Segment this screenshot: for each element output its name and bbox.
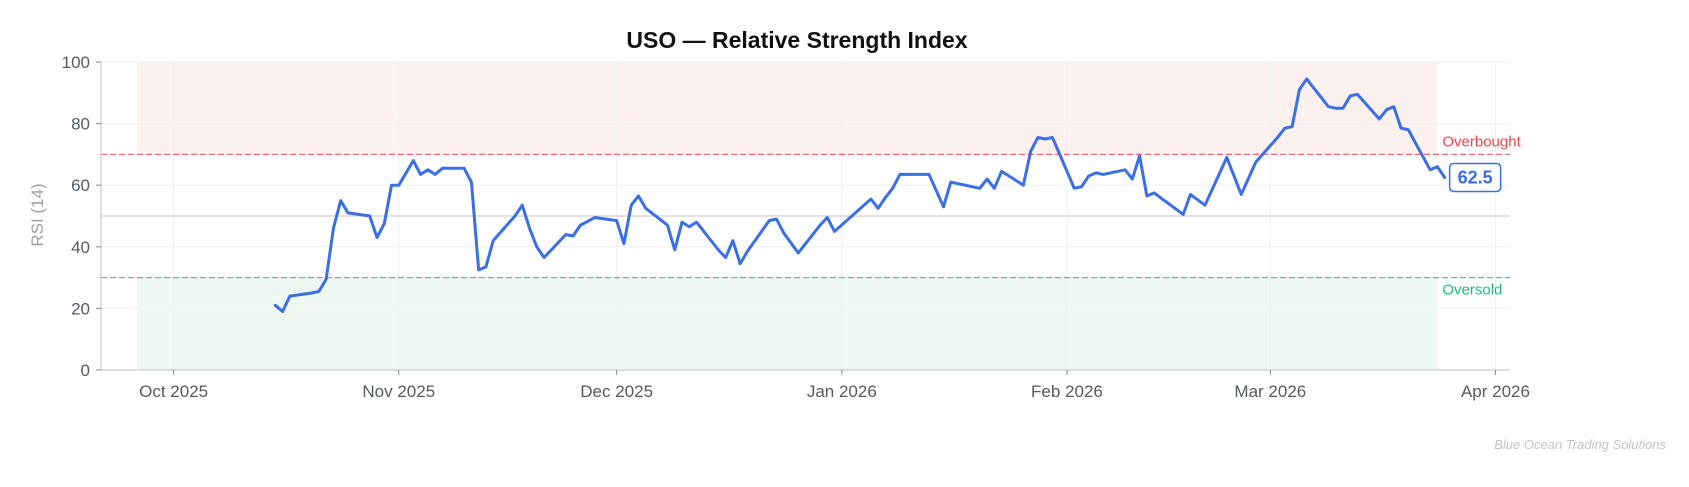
oversold-zone [137, 277, 1438, 370]
y-tick-label: 100 [62, 53, 90, 72]
reference-lines [101, 153, 1510, 279]
series-layer [273, 77, 1447, 313]
overbought-zone [137, 62, 1438, 155]
y-tick-label: 80 [71, 115, 90, 134]
y-axis-label: RSI (14) [28, 183, 47, 246]
y-tick-label: 0 [81, 361, 90, 380]
rsi-line [273, 77, 1447, 313]
label-layer: 62.5 Overbought Oversold [1442, 133, 1521, 298]
last-value-box [1448, 162, 1502, 193]
x-tick-label: Apr 2026 [1461, 382, 1530, 401]
y-tick-label: 60 [71, 176, 90, 195]
y-tick-label: 20 [71, 299, 90, 318]
x-tick-label: Mar 2026 [1234, 382, 1306, 401]
y-tick-label: 40 [71, 238, 90, 257]
watermark: Blue Ocean Trading Solutions [1494, 437, 1666, 452]
x-tick-label: Dec 2025 [580, 382, 653, 401]
axes-layer: 0 20 40 60 80 100 Oct 2025 Nov 2025 Dec 2025 Jan … [62, 53, 1530, 401]
overbought-label: Overbought [1442, 133, 1521, 150]
last-value-label: 62.5 [1458, 168, 1493, 188]
x-tick-label: Oct 2025 [139, 382, 208, 401]
x-tick-label: Feb 2026 [1031, 382, 1103, 401]
x-tick-label: Jan 2026 [807, 382, 877, 401]
x-tick-label: Nov 2025 [362, 382, 435, 401]
band-layer [137, 62, 1438, 370]
oversold-label: Oversold [1442, 282, 1502, 299]
chart-title: USO — Relative Strength Index [626, 27, 967, 53]
